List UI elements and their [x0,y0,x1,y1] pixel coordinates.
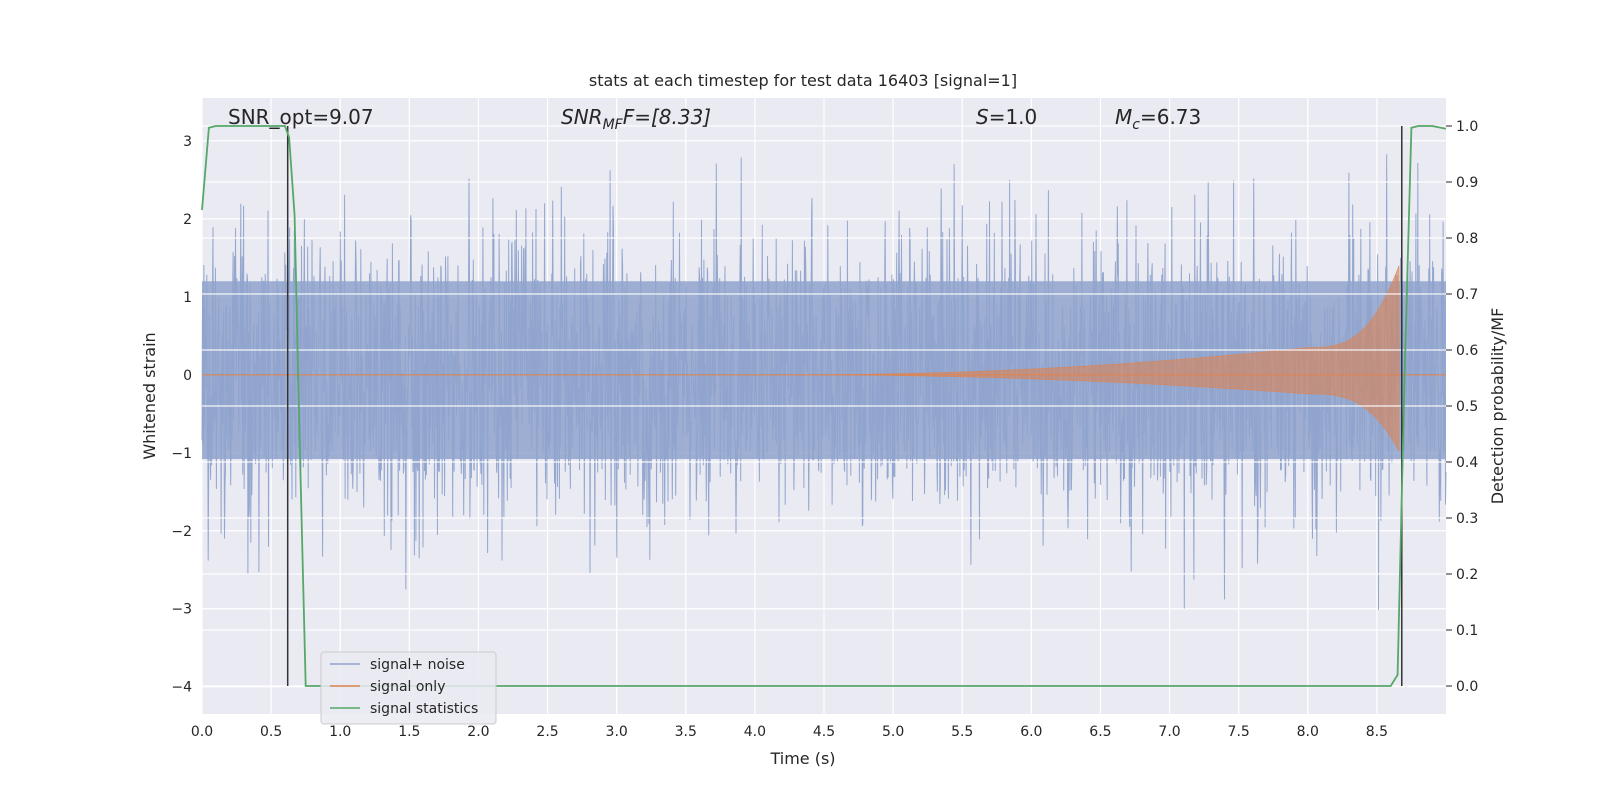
y-right-tick-label: 0.2 [1456,567,1478,583]
x-tick-label: 4.5 [813,724,835,740]
y-right-tick-label: 0.5 [1456,399,1478,415]
x-tick-label: 7.5 [1228,724,1250,740]
y-right-tick-label: 0.1 [1456,623,1478,639]
x-tick-label: 3.5 [675,724,697,740]
x-tick-label: 1.0 [329,724,351,740]
y-right-tick-label: 0.0 [1456,679,1478,695]
legend: signal+ noise signal only signal statist… [320,651,497,725]
x-tick-label: 2.0 [467,724,489,740]
x-tick-label: 6.5 [1089,724,1111,740]
series-signal-statistics [201,125,1447,687]
legend-label-signal-noise: signal+ noise [370,657,465,673]
y-tick-label: 3 [183,134,192,150]
x-tick-label: 1.5 [398,724,420,740]
x-tick-label: 7.0 [1158,724,1180,740]
annotation-mc: Mc=6.73 [1115,105,1201,133]
y-tick-label: −3 [171,602,192,618]
y-right-tick-label: 0.9 [1456,175,1478,191]
x-axis-label: Time (s) [769,749,835,768]
series-signal-only [796,265,1400,452]
annotation-s: S=1.0 [976,105,1037,129]
y-tick-label: 2 [183,212,192,228]
annotation-snr-opt: SNR_opt=9.07 [228,105,374,129]
x-tick-label: 0.5 [260,724,282,740]
x-tick-label: 8.5 [1366,724,1388,740]
annotation-snr-mf: SNRMFF=[8.33] [561,105,711,133]
x-tick-label: 8.0 [1297,724,1319,740]
x-tick-label: 5.0 [882,724,904,740]
y-right-tick-label: 0.7 [1456,287,1478,303]
x-tick-label: 4.0 [744,724,766,740]
x-tick-label: 3.0 [606,724,628,740]
y-axis-right-label: Detection probability/MF [1488,308,1507,505]
y-tick-label: 0 [183,368,192,384]
x-tick-label: 0.0 [191,724,213,740]
y-tick-label: −2 [171,524,192,540]
y-right-tick-label: 0.3 [1456,511,1478,527]
chart-title: stats at each timestep for test data 164… [589,71,1017,90]
y-axis-label: Whitened strain [140,332,159,459]
legend-label-signal-statistics: signal statistics [370,701,478,717]
y-tick-label: 1 [183,290,192,306]
y-right-tick-label: 0.4 [1456,455,1478,471]
x-tick-label: 6.0 [1020,724,1042,740]
legend-label-signal-only: signal only [370,679,445,695]
y-tick-label: −1 [171,446,192,462]
x-tick-label: 2.5 [536,724,558,740]
legend-box [320,651,497,725]
y-right-tick-label: 0.6 [1456,343,1478,359]
y-tick-label: −4 [171,680,192,696]
y-right-tick-label: 0.8 [1456,231,1478,247]
y-right-tick-label: 1.0 [1456,119,1478,135]
x-tick-label: 5.5 [951,724,973,740]
